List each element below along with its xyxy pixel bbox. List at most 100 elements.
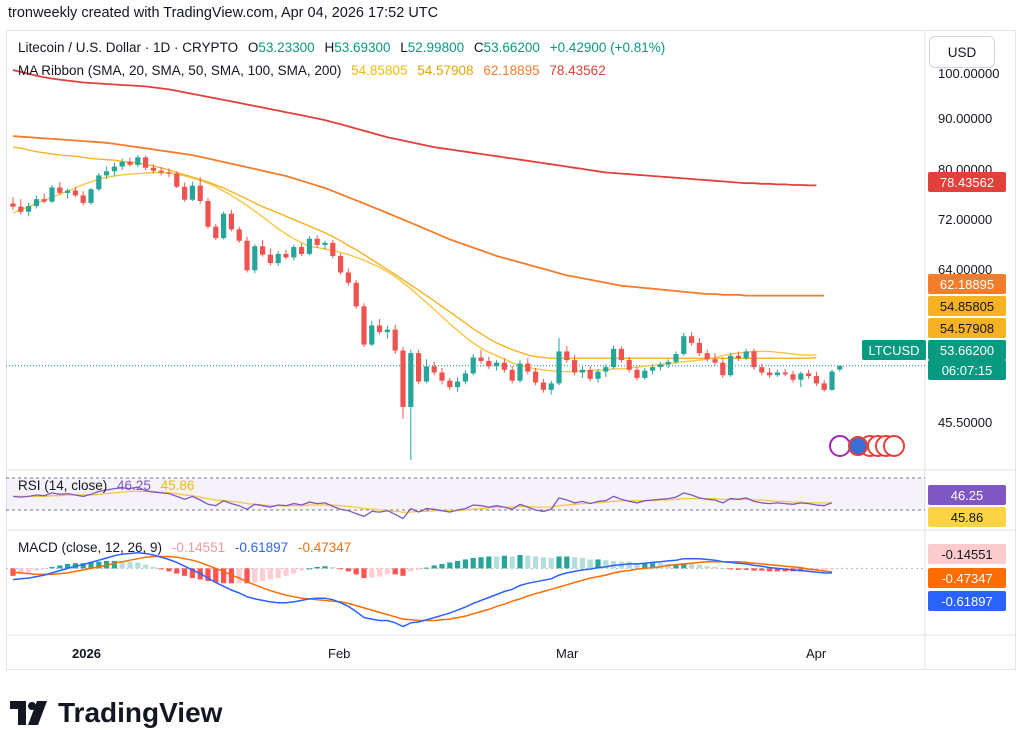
macd-histogram-bar bbox=[41, 568, 47, 570]
candle-body bbox=[774, 372, 780, 376]
rsi-band bbox=[6, 478, 925, 510]
macd-histogram-bar bbox=[689, 563, 695, 569]
candle-body bbox=[174, 173, 180, 187]
macd-histogram-bar bbox=[182, 568, 188, 576]
macd-histogram-bar bbox=[423, 567, 429, 569]
ma-ribbon-label[interactable]: MA Ribbon (SMA, 20, SMA, 50, SMA, 100, S… bbox=[18, 63, 342, 78]
price-tick: 90.00000 bbox=[938, 111, 993, 126]
macd-histogram-bar bbox=[431, 565, 437, 569]
rsi-ma-value: 45.86 bbox=[160, 478, 195, 493]
macd-histogram-bar bbox=[392, 568, 398, 575]
macd-histogram-bar bbox=[384, 568, 390, 575]
price-tick: 45.50000 bbox=[938, 415, 993, 430]
sma200-value: 78.43562 bbox=[549, 63, 606, 78]
candle-body bbox=[689, 336, 695, 343]
macd-histogram-bar bbox=[236, 568, 242, 584]
macd-hist-price-tag: -0.14551 bbox=[928, 544, 1006, 564]
macd-histogram-bar bbox=[127, 561, 133, 569]
macd-hist-value: -0.14551 bbox=[171, 540, 226, 555]
chart-caption: tronweekly created with TradingView.com,… bbox=[8, 5, 439, 21]
high-label: H bbox=[324, 40, 335, 55]
macd-label[interactable]: MACD (close, 12, 26, 9) bbox=[18, 540, 163, 555]
candle-body bbox=[104, 171, 110, 176]
macd-histogram-bar bbox=[143, 564, 149, 569]
symbol-title[interactable]: Litecoin / U.S. Dollar · 1D · CRYPTO bbox=[18, 40, 239, 55]
candle-body bbox=[587, 369, 593, 379]
candle-body bbox=[759, 367, 765, 373]
candle-body bbox=[611, 348, 617, 368]
candle-body bbox=[213, 226, 219, 239]
macd-histogram-bar bbox=[470, 557, 476, 569]
candle-body bbox=[228, 213, 234, 230]
candle-body bbox=[618, 348, 624, 361]
macd-histogram-bar bbox=[252, 568, 258, 583]
open-value: 53.23300 bbox=[258, 40, 315, 55]
macd-histogram-bar bbox=[221, 568, 227, 584]
price-tick: 72.00000 bbox=[938, 212, 993, 227]
countdown-tag: 06:07:15 bbox=[928, 360, 1006, 380]
macd-histogram-bar bbox=[681, 563, 687, 569]
symbol-price-tag: LTCUSD bbox=[862, 340, 926, 360]
brand-name: TradingView bbox=[58, 697, 223, 728]
macd-histogram-bar bbox=[486, 556, 492, 569]
macd-histogram-bar bbox=[533, 556, 539, 569]
candle-body bbox=[322, 242, 328, 245]
macd-histogram-bar bbox=[650, 563, 656, 569]
candle-body bbox=[829, 371, 835, 390]
candle-body bbox=[143, 157, 149, 168]
currency-button[interactable]: USD bbox=[929, 36, 995, 68]
macd-legend: MACD (close, 12, 26, 9) -0.14551 -0.6189… bbox=[18, 540, 357, 555]
macd-histogram-bar bbox=[400, 568, 406, 576]
macd-histogram-bar bbox=[657, 563, 663, 569]
time-tick: Feb bbox=[328, 646, 351, 661]
macd-histogram-bar bbox=[759, 568, 765, 571]
macd-histogram-bar bbox=[18, 568, 24, 575]
time-tick: Apr bbox=[806, 646, 827, 661]
macd-histogram-bar bbox=[408, 568, 414, 572]
macd-histogram-bar bbox=[299, 568, 305, 571]
change-value: +0.42900 (+0.81%) bbox=[549, 40, 666, 55]
low-value: 52.99800 bbox=[407, 40, 465, 55]
candle-body bbox=[166, 172, 172, 174]
macd-histogram-bar bbox=[572, 557, 578, 569]
candle-body bbox=[486, 360, 492, 367]
candle-body bbox=[400, 350, 406, 407]
candle-body bbox=[501, 362, 507, 370]
macd-histogram-bar bbox=[119, 560, 125, 569]
sma200-price-tag: 78.43562 bbox=[928, 172, 1006, 192]
close-label: C bbox=[473, 40, 484, 55]
macd-histogram-bar bbox=[166, 568, 172, 572]
candle-body bbox=[49, 187, 55, 202]
candle-body bbox=[275, 253, 281, 264]
rsi-label[interactable]: RSI (14, close) bbox=[18, 478, 108, 493]
chart-frame bbox=[6, 30, 1016, 670]
macd-line bbox=[12, 551, 833, 628]
candle-body bbox=[712, 359, 718, 363]
macd-histogram-bar bbox=[57, 565, 63, 569]
macd-histogram-bar bbox=[49, 566, 55, 569]
macd-histogram-bar bbox=[626, 561, 632, 569]
macd-histogram-bar bbox=[782, 568, 788, 572]
price-tick: 64.00000 bbox=[938, 262, 993, 277]
macd-histogram-bar bbox=[80, 563, 86, 569]
macd-histogram-bar bbox=[774, 568, 780, 572]
macd-histogram-bar bbox=[525, 555, 531, 569]
macd-histogram-bar bbox=[595, 559, 601, 569]
candle-body bbox=[704, 353, 710, 360]
macd-histogram-bar bbox=[696, 564, 702, 569]
macd-histogram-bar bbox=[306, 568, 312, 570]
candle-body bbox=[572, 360, 578, 373]
candle-body bbox=[767, 372, 773, 376]
macd-histogram-bar bbox=[603, 560, 609, 569]
economic-events-icon[interactable] bbox=[829, 435, 905, 457]
candle-body bbox=[696, 342, 702, 354]
macd-histogram-bar bbox=[712, 566, 718, 569]
macd-histogram-bar bbox=[158, 568, 164, 570]
macd-histogram-bar bbox=[213, 568, 219, 583]
candle-body bbox=[377, 325, 383, 333]
candle-body bbox=[96, 175, 102, 190]
macd-histogram-bar bbox=[65, 563, 71, 569]
macd-histogram-bar bbox=[353, 568, 359, 575]
candle-body bbox=[205, 200, 211, 227]
